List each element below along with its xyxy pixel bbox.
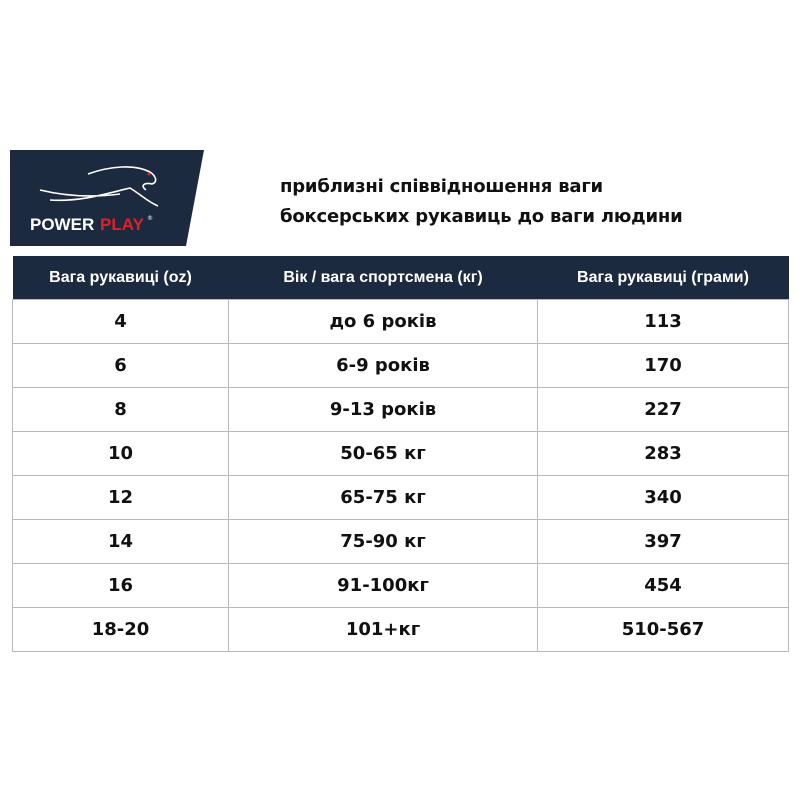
cell-glove-oz: 18-20	[12, 607, 229, 652]
cell-athlete: 91-100кг	[228, 563, 538, 608]
cell-athlete: 9-13 років	[228, 387, 538, 432]
cell-athlete: 50-65 кг	[228, 431, 538, 476]
cell-athlete: 101+кг	[228, 607, 538, 652]
table-header-row: Вага рукавиці (oz) Вік / вага спортсмена…	[12, 256, 789, 300]
table-row: 6 6-9 років 170	[12, 343, 789, 388]
cell-glove-oz: 16	[12, 563, 229, 608]
cell-glove-grams: 397	[537, 519, 789, 564]
cell-glove-grams: 113	[537, 299, 789, 344]
svg-text:®: ®	[147, 215, 153, 222]
panther-logo-icon: POWER PLAY ®	[10, 150, 204, 246]
table-row: 4 до 6 років 113	[12, 299, 789, 344]
table-row: 12 65-75 кг 340	[12, 475, 789, 520]
table-row: 8 9-13 років 227	[12, 387, 789, 432]
cell-glove-oz: 12	[12, 475, 229, 520]
cell-glove-grams: 283	[537, 431, 789, 476]
table-row: 18-20 101+кг 510-567	[12, 607, 789, 652]
table-row: 14 75-90 кг 397	[12, 519, 789, 564]
header-glove-oz: Вага рукавиці (oz)	[12, 256, 229, 300]
cell-glove-oz: 8	[12, 387, 229, 432]
header-athlete-age-weight: Вік / вага спортсмена (кг)	[228, 256, 538, 300]
table-row: 10 50-65 кг 283	[12, 431, 789, 476]
cell-glove-grams: 454	[537, 563, 789, 608]
header-glove-grams: Вага рукавиці (грами)	[537, 256, 789, 300]
svg-text:PLAY: PLAY	[100, 215, 144, 234]
table-row: 16 91-100кг 454	[12, 563, 789, 608]
cell-glove-grams: 340	[537, 475, 789, 520]
cell-athlete: 75-90 кг	[228, 519, 538, 564]
powerplay-logo: POWER PLAY ®	[10, 150, 204, 246]
cell-athlete: 65-75 кг	[228, 475, 538, 520]
cell-glove-oz: 10	[12, 431, 229, 476]
title-line-1: приблизні співвідношення ваги	[280, 176, 603, 197]
cell-glove-oz: 14	[12, 519, 229, 564]
page-title: приблизні співвідношення ваги боксерськи…	[280, 172, 683, 232]
svg-text:POWER: POWER	[30, 215, 94, 234]
cell-glove-grams: 227	[537, 387, 789, 432]
cell-athlete: до 6 років	[228, 299, 538, 344]
cell-athlete: 6-9 років	[228, 343, 538, 388]
cell-glove-grams: 170	[537, 343, 789, 388]
cell-glove-oz: 6	[12, 343, 229, 388]
cell-glove-oz: 4	[12, 299, 229, 344]
glove-size-table: Вага рукавиці (oz) Вік / вага спортсмена…	[12, 256, 789, 652]
cell-glove-grams: 510-567	[537, 607, 789, 652]
title-line-2: боксерських рукавиць до ваги людини	[280, 206, 683, 227]
